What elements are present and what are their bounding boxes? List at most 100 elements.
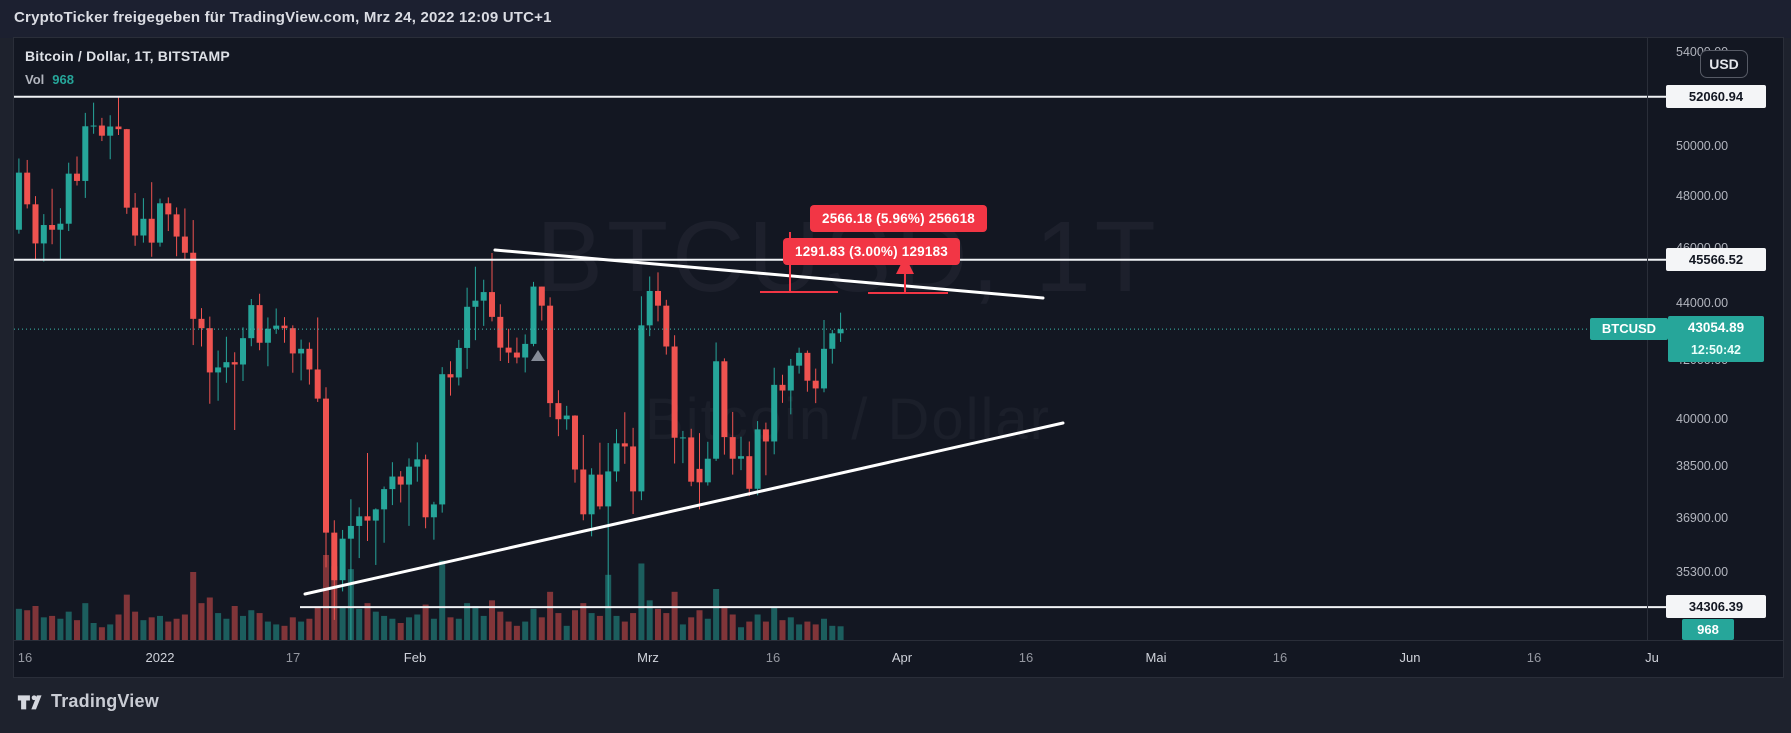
currency-selector-button[interactable]: USD <box>1700 50 1748 78</box>
volume-bar <box>314 607 321 640</box>
candle-body <box>547 305 554 404</box>
volume-bar <box>688 617 695 640</box>
volume-bar <box>630 613 637 640</box>
candle-body <box>248 305 255 339</box>
candle-body <box>181 236 188 253</box>
candle-body <box>339 538 346 581</box>
volume-bar <box>837 626 844 640</box>
volume-bar <box>522 621 529 640</box>
candle-body <box>364 516 371 521</box>
candle-body <box>679 437 686 439</box>
descending-resistance[interactable] <box>493 248 1045 300</box>
candle-body <box>190 252 197 319</box>
candle-body <box>538 286 545 306</box>
candle-body <box>256 305 263 343</box>
candle-body <box>306 348 313 370</box>
time-tick-label: 16 <box>765 650 781 665</box>
candle-body <box>264 328 271 343</box>
volume-bar <box>356 608 363 640</box>
current-symbol-tag: BTCUSD <box>1590 318 1668 340</box>
volume-bar <box>796 624 803 640</box>
volume-bar <box>621 621 628 640</box>
candle-body <box>24 172 31 205</box>
time-tick-label: Ju <box>1645 650 1659 665</box>
volume-bar <box>455 618 462 640</box>
time-axis-separator <box>14 640 1783 641</box>
candle-body <box>414 459 421 467</box>
volume-bar <box>323 554 329 640</box>
time-tick-label: 2022 <box>145 650 175 665</box>
candle-body <box>696 468 703 483</box>
candle-body <box>572 415 578 470</box>
volume-bar <box>165 621 172 640</box>
volume-bar <box>140 620 147 640</box>
measure-label-1: 2566.18 (5.96%) 256618 <box>810 205 988 232</box>
time-tick-label: 16 <box>1526 650 1542 665</box>
volume-legend[interactable]: Vol 968 <box>25 72 230 87</box>
volume-bar <box>231 605 238 640</box>
volume-bar <box>240 615 246 640</box>
candle-body <box>123 129 130 208</box>
volume-bar <box>298 621 305 640</box>
candle-body <box>771 384 778 442</box>
price-level-tag: 45566.52 <box>1666 247 1766 271</box>
candle-body <box>671 346 678 438</box>
candles <box>15 96 844 640</box>
candle-body <box>638 325 645 492</box>
candle-body <box>555 403 562 420</box>
candle-body <box>406 466 412 485</box>
candle-body <box>314 369 321 399</box>
price-tick-label: 35300.00 <box>1676 565 1729 580</box>
tradingview-logo[interactable]: TradingView <box>16 688 159 714</box>
candle-body <box>762 429 769 442</box>
candle-body <box>455 347 462 378</box>
candle-body <box>497 316 504 348</box>
candle-body <box>613 443 620 472</box>
candle-body <box>472 300 479 307</box>
volume-bar <box>679 624 686 640</box>
volume-bar <box>829 625 836 640</box>
time-tick-label: 16 <box>1272 650 1288 665</box>
volume-bar <box>273 624 280 640</box>
chart-legend: Bitcoin / Dollar, 1T, BITSTAMP Vol 968 <box>25 48 230 87</box>
candle-body <box>688 437 695 482</box>
measure-label-2: 1291.83 (3.00%) 129183 <box>783 238 961 265</box>
volume-bar <box>40 617 47 640</box>
symbol-legend[interactable]: Bitcoin / Dollar, 1T, BITSTAMP <box>25 48 230 64</box>
volume-bar <box>580 603 587 640</box>
volume-bar <box>414 614 421 640</box>
volume-bar <box>372 611 379 640</box>
ascending-support[interactable] <box>303 421 1065 596</box>
time-tick-label: 16 <box>1018 650 1034 665</box>
price-tick-label: 44000.00 <box>1676 295 1729 310</box>
candle-body <box>397 476 404 485</box>
volume-bar <box>264 621 271 640</box>
volume-bar <box>663 613 670 640</box>
volume-bar <box>572 610 578 640</box>
tradingview-logo-text: TradingView <box>51 690 159 711</box>
volume-bar <box>206 597 213 640</box>
candle-body <box>389 476 396 490</box>
volume-bar <box>181 614 188 640</box>
candle-body <box>356 516 363 526</box>
time-tick-label: Feb <box>403 650 427 665</box>
volume-bar <box>148 617 155 640</box>
candle-body <box>646 290 653 326</box>
candle-body <box>754 429 761 489</box>
candle-body <box>663 305 670 347</box>
candle-body <box>98 125 105 136</box>
volume-bar <box>638 563 645 640</box>
price-tick-label: 38500.00 <box>1676 459 1729 473</box>
candle-body <box>198 318 205 329</box>
candle-body <box>173 214 180 237</box>
candle-body <box>223 362 230 368</box>
candle-body <box>231 362 238 365</box>
candle-body <box>796 352 803 366</box>
volume-axis-tag: 968 <box>1682 619 1734 640</box>
volume-bar <box>15 608 22 640</box>
volume-bar <box>555 613 562 640</box>
candle-body <box>621 443 628 447</box>
volume-bar <box>439 560 446 640</box>
